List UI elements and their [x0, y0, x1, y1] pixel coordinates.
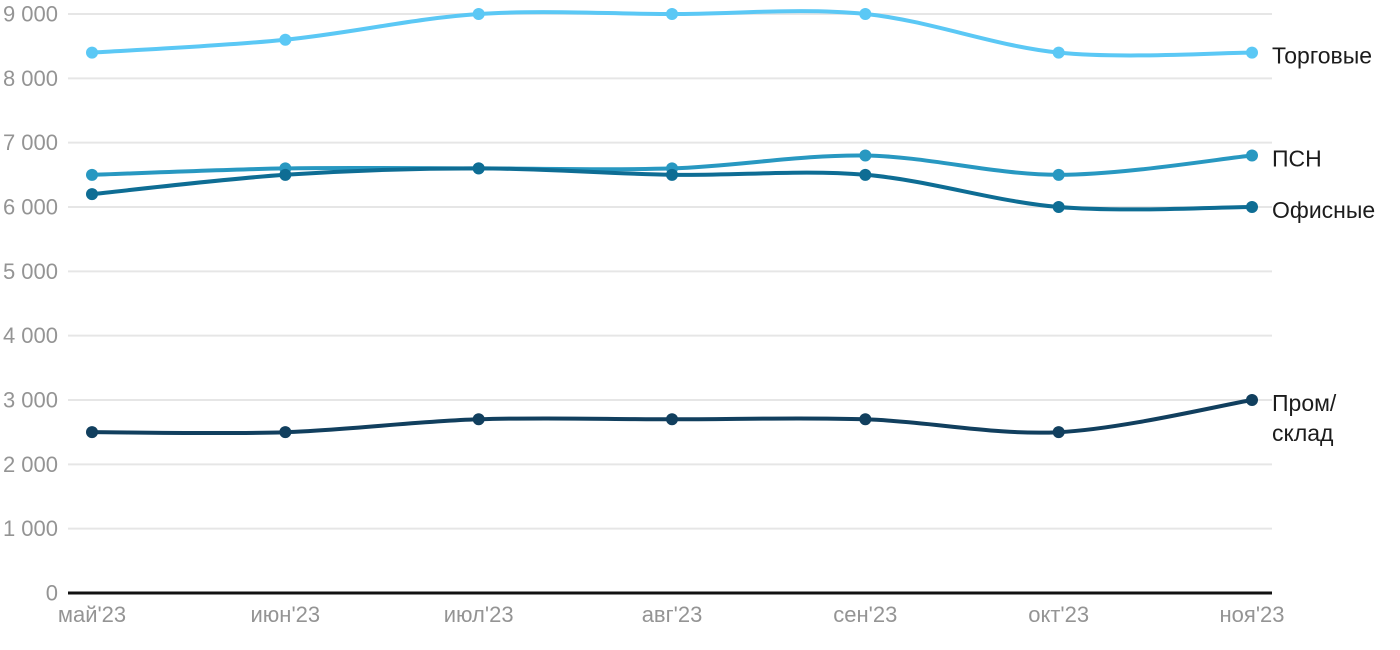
series-point-Офисные [1246, 201, 1258, 213]
x-tick-label: сен'23 [833, 602, 897, 627]
y-tick-label: 3 000 [3, 388, 58, 413]
series-point-Торговые [279, 33, 292, 46]
series-point-Офисные [472, 162, 485, 175]
y-tick-label: 9 000 [3, 2, 58, 27]
series-point-Офисные [86, 188, 98, 201]
series-point-Пром/склад [472, 413, 485, 426]
y-tick-label: 0 [46, 581, 58, 606]
series-point-Офисные [1052, 201, 1065, 213]
series-point-Торговые [666, 8, 678, 20]
series-point-Торговые [472, 8, 485, 20]
y-tick-label: 1 000 [3, 516, 58, 541]
series-point-Пром/склад [279, 426, 292, 439]
series-point-Офисные [279, 168, 292, 181]
y-tick-label: 4 000 [3, 323, 58, 348]
x-tick-label: июл'23 [444, 602, 514, 627]
y-tick-label: 7 000 [3, 130, 58, 155]
series-label-Пром/склад: склад [1272, 420, 1334, 446]
series-point-Пром/склад [1246, 394, 1258, 406]
series-point-Офисные [666, 168, 678, 181]
series-point-Торговые [1052, 46, 1065, 59]
x-tick-label: июн'23 [251, 602, 321, 627]
series-point-ПСН [1246, 149, 1258, 162]
series-point-Пром/склад [859, 413, 872, 426]
series-point-Офисные [859, 168, 872, 181]
series-point-ПСН [86, 168, 98, 181]
x-tick-label: ноя'23 [1220, 602, 1285, 627]
y-tick-label: 5 000 [3, 259, 58, 284]
series-label-ПСН: ПСН [1272, 146, 1322, 172]
series-point-Пром/склад [1052, 426, 1065, 439]
series-label-Торговые: Торговые [1272, 43, 1372, 69]
y-tick-label: 8 000 [3, 66, 58, 91]
series-point-Пром/склад [86, 426, 98, 439]
series-label-Офисные: Офисные [1272, 197, 1375, 223]
series-point-Торговые [1246, 46, 1258, 59]
series-point-Торговые [859, 8, 872, 20]
series-label-Пром/склад: Пром/ [1272, 390, 1337, 416]
x-tick-label: окт'23 [1028, 602, 1089, 627]
series-point-Пром/склад [666, 413, 678, 426]
x-tick-label: авг'23 [642, 602, 703, 627]
y-tick-label: 6 000 [3, 195, 58, 220]
series-point-Торговые [86, 46, 98, 59]
x-tick-label: май'23 [58, 602, 126, 627]
series-point-ПСН [859, 149, 872, 162]
series-point-ПСН [1052, 168, 1065, 181]
y-tick-label: 2 000 [3, 452, 58, 477]
